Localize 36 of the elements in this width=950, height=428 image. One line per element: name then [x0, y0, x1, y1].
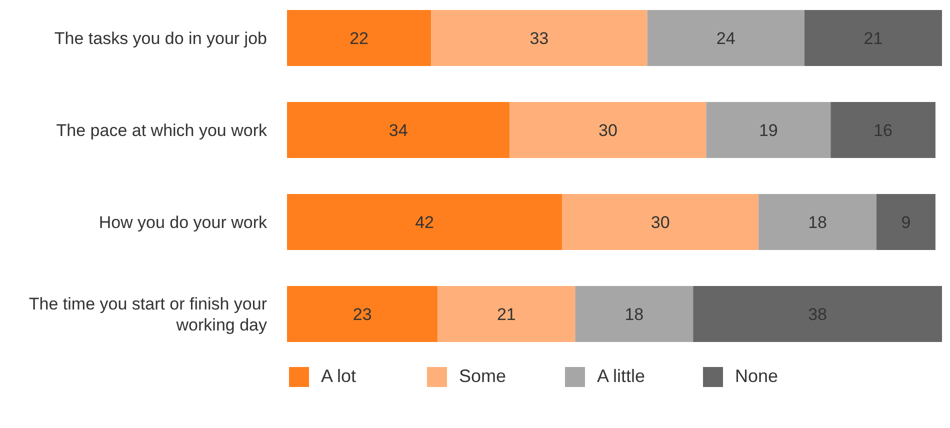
data-label: 21 — [496, 305, 516, 324]
bar — [706, 102, 831, 158]
bar — [804, 10, 942, 66]
data-label: 18 — [808, 213, 828, 232]
bar — [647, 10, 804, 66]
bar — [287, 10, 432, 66]
data-label: 33 — [530, 29, 549, 48]
legend-label: None — [735, 366, 778, 387]
legend-label: Some — [459, 366, 506, 387]
data-label: 42 — [415, 213, 434, 232]
legend-label: A lot — [321, 366, 356, 387]
data-label: 23 — [352, 305, 372, 324]
data-label: 24 — [716, 29, 736, 48]
bar — [287, 102, 510, 158]
data-label: 34 — [388, 121, 408, 140]
bar — [758, 194, 876, 250]
bar — [438, 286, 576, 342]
y-tick-label: The time you start or finish your working day — [28, 294, 268, 334]
data-label: 30 — [650, 213, 670, 232]
bar — [876, 194, 936, 250]
bar — [431, 10, 648, 66]
data-label: 30 — [598, 121, 618, 140]
y-tick-label: The pace at which you work — [56, 120, 268, 140]
bar — [575, 286, 694, 342]
bar — [693, 286, 942, 342]
bar — [562, 194, 759, 250]
bar — [510, 102, 706, 158]
bar — [830, 102, 936, 158]
data-label: 18 — [624, 305, 644, 324]
legend-label: A little — [597, 366, 646, 387]
data-label: 22 — [350, 29, 369, 48]
bar — [287, 194, 562, 250]
data-label: 19 — [758, 121, 778, 140]
y-tick-label: The tasks you do in your job — [54, 28, 267, 48]
bar — [287, 286, 438, 342]
y-tick-label: How you do your work — [98, 212, 268, 232]
